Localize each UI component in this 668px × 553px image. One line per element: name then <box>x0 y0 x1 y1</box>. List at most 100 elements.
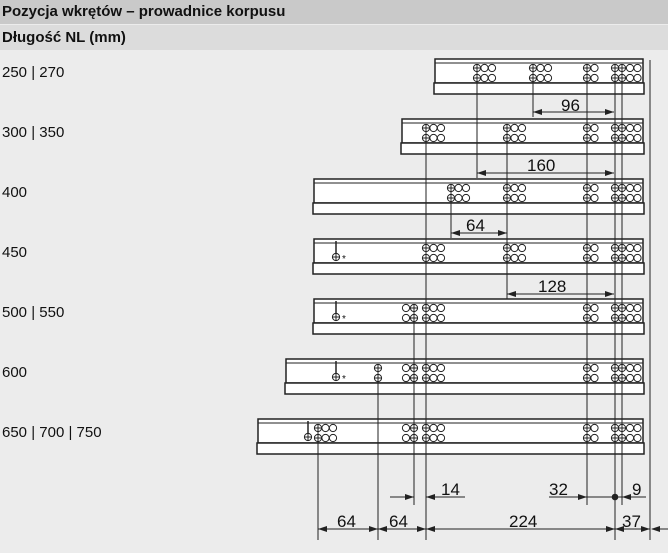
row-label: 650 | 700 | 750 <box>2 424 102 441</box>
arrowhead <box>417 526 426 532</box>
reference-dot <box>611 493 619 501</box>
screw-hole <box>429 253 438 263</box>
screw-hole <box>590 253 599 263</box>
screw-hole <box>517 193 527 203</box>
screw-hole <box>436 373 446 383</box>
screw-hole <box>633 423 642 433</box>
screw-hole <box>590 63 599 73</box>
screw-hole <box>401 313 411 323</box>
screw-hole <box>436 243 446 253</box>
screw-hole <box>625 73 635 83</box>
arrowhead <box>651 526 660 532</box>
screw-hole <box>633 73 642 83</box>
screw-hole <box>633 373 642 383</box>
arrowhead <box>615 526 624 532</box>
dim-96: 96 <box>561 96 580 115</box>
arrowhead <box>578 494 587 500</box>
screw-hole <box>633 363 642 373</box>
screw-hole <box>429 303 438 313</box>
rail-base <box>312 322 645 335</box>
screw-hole <box>633 433 642 443</box>
arrowhead <box>426 494 435 500</box>
screw-hole <box>625 373 635 383</box>
row-label: 600 <box>2 364 28 381</box>
screw-hole <box>510 183 519 193</box>
screw-hole <box>590 313 599 323</box>
screw-hole <box>429 313 438 323</box>
arrowhead <box>498 230 507 236</box>
screw-hole <box>633 303 642 313</box>
screw-hole <box>401 373 411 383</box>
screw-hole <box>625 433 635 443</box>
slide-rail: * <box>256 418 645 455</box>
screw-hole <box>625 423 635 433</box>
row-label: 400 <box>2 184 28 201</box>
screw-hole <box>429 373 438 383</box>
slide-rail: * <box>284 358 645 395</box>
screw-hole <box>429 423 438 433</box>
arrowhead <box>507 291 516 297</box>
screw-hole <box>321 433 330 443</box>
screw-hole <box>590 433 599 443</box>
screw-hole <box>510 133 519 143</box>
dim-9: 9 <box>632 480 641 499</box>
screw-hole <box>633 123 642 133</box>
screw-hole <box>436 423 446 433</box>
arrowhead <box>605 291 614 297</box>
rail-base <box>256 442 645 455</box>
screw-hole <box>590 123 599 133</box>
arrowhead <box>378 526 387 532</box>
dim-224: 224 <box>509 512 537 531</box>
screw-hole <box>625 63 635 73</box>
screw-hole <box>536 73 545 83</box>
row-label: 500 | 550 <box>2 304 65 321</box>
screw-hole <box>590 183 599 193</box>
screw-hole <box>625 193 635 203</box>
screw-hole <box>401 423 411 433</box>
dim-32: 32 <box>549 480 568 499</box>
screw-hole <box>590 373 599 383</box>
screw-hole <box>517 183 527 193</box>
screw-hole <box>401 303 411 313</box>
screw-hole <box>517 133 527 143</box>
screw-hole <box>625 253 635 263</box>
screw-hole <box>633 63 642 73</box>
screw-hole <box>633 133 642 143</box>
screw-hole <box>517 253 527 263</box>
rail-base <box>312 262 645 275</box>
column-header: Długość NL (mm) <box>0 25 668 50</box>
screw-hole <box>461 193 471 203</box>
screw-hole <box>625 243 635 253</box>
screw-hole <box>401 433 411 443</box>
screw-hole <box>510 253 519 263</box>
screw-hole <box>487 73 497 83</box>
arrowhead <box>606 526 615 532</box>
screw-hole <box>543 73 553 83</box>
screw-hole <box>401 363 411 373</box>
row-label: 300 | 350 <box>2 124 65 141</box>
screw-hole <box>436 253 446 263</box>
dim-160: 160 <box>527 156 555 175</box>
dim-128: 128 <box>538 277 566 296</box>
screw-hole <box>429 433 438 443</box>
slide-rail: * <box>312 238 645 275</box>
screw-hole <box>429 133 438 143</box>
screw-hole <box>543 63 553 73</box>
screw-hole <box>625 133 635 143</box>
screw-hole <box>633 243 642 253</box>
screw-hole <box>436 133 446 143</box>
dim-14: 14 <box>441 480 460 499</box>
arrowhead <box>605 170 614 176</box>
dim-64-left: 64 <box>337 512 356 531</box>
arrowhead <box>369 526 378 532</box>
rail-base <box>400 142 645 155</box>
screw-hole <box>436 363 446 373</box>
slide-rail: * <box>312 298 645 335</box>
screw-hole <box>590 73 599 83</box>
page-title: Pozycja wkrętów – prowadnice korpusu <box>0 0 668 24</box>
screw-hole <box>461 183 471 193</box>
screw-hole <box>480 63 489 73</box>
screw-hole <box>454 183 463 193</box>
screw-hole <box>633 253 642 263</box>
